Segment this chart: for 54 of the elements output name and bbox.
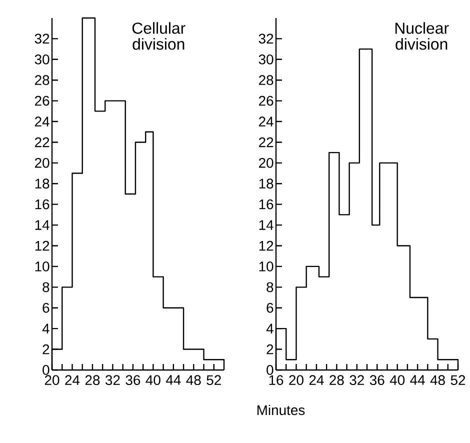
y-tick-label: 2 [266, 344, 274, 354]
y-tick-label: 24 [259, 116, 274, 126]
x-tick-label: 48 [186, 375, 201, 386]
x-tick-label: 52 [450, 375, 466, 386]
y-tick-label: 0 [266, 365, 274, 375]
x-tick-label: 52 [206, 375, 221, 386]
y-tick-label: 0 [42, 365, 50, 375]
y-tick-label: 30 [34, 54, 50, 64]
y-tick-label: 20 [259, 158, 274, 168]
y-tick-label: 18 [259, 178, 274, 189]
x-tick-label: 48 [430, 375, 445, 386]
y-tick-label: 14 [35, 220, 50, 230]
x-tick-label: 24 [65, 375, 80, 385]
y-tick-label: 4 [266, 324, 274, 334]
y-tick-label: 20 [35, 158, 50, 168]
x-tick-label: 44 [166, 375, 181, 385]
y-tick-label: 6 [42, 302, 50, 313]
x-axis-title: Minutes [257, 404, 305, 416]
x-tick-label: 24 [309, 375, 324, 385]
y-tick-label: 32 [258, 34, 274, 44]
y-tick-label: 18 [35, 178, 50, 189]
y-tick-label: 28 [35, 75, 50, 86]
y-tick-label: 16 [35, 199, 50, 210]
y-tick-label: 26 [35, 96, 50, 106]
x-tick-label: 36 [126, 375, 140, 386]
y-tick-label: 4 [42, 324, 50, 334]
text: Nuclear division [395, 22, 449, 50]
x-tick-label: 28 [330, 375, 344, 386]
y-tick-label: 12 [35, 240, 50, 251]
y-tick-label: 14 [259, 220, 274, 230]
y-tick-label: 16 [259, 199, 274, 210]
y-tick-label: 24 [35, 116, 50, 126]
y-tick-label: 22 [35, 137, 50, 148]
x-tick-label: 36 [370, 375, 384, 386]
y-tick-label: 22 [259, 137, 274, 148]
y-tick-label: 12 [259, 240, 274, 251]
y-tick-label: 28 [259, 75, 274, 86]
y-tick-label: 32 [34, 34, 50, 44]
y-tick-label: 10 [35, 262, 50, 272]
y-tick-label: 10 [259, 262, 274, 272]
y-tick-label: 6 [266, 302, 274, 313]
x-tick-label: 40 [146, 375, 160, 386]
x-tick-label: 40 [390, 375, 405, 386]
x-tick-label: 28 [85, 375, 100, 386]
text: Cellular division [132, 22, 186, 50]
x-tick-label: 44 [410, 375, 425, 385]
x-tick-label: 32 [350, 375, 364, 386]
y-tick-label: 8 [42, 282, 50, 292]
x-tick-label: 32 [105, 375, 120, 386]
y-tick-label: 30 [258, 54, 274, 64]
y-tick-label: 26 [259, 96, 274, 106]
y-tick-label: 2 [42, 344, 50, 354]
x-tick-label: 20 [289, 375, 304, 386]
y-tick-label: 8 [266, 282, 274, 292]
